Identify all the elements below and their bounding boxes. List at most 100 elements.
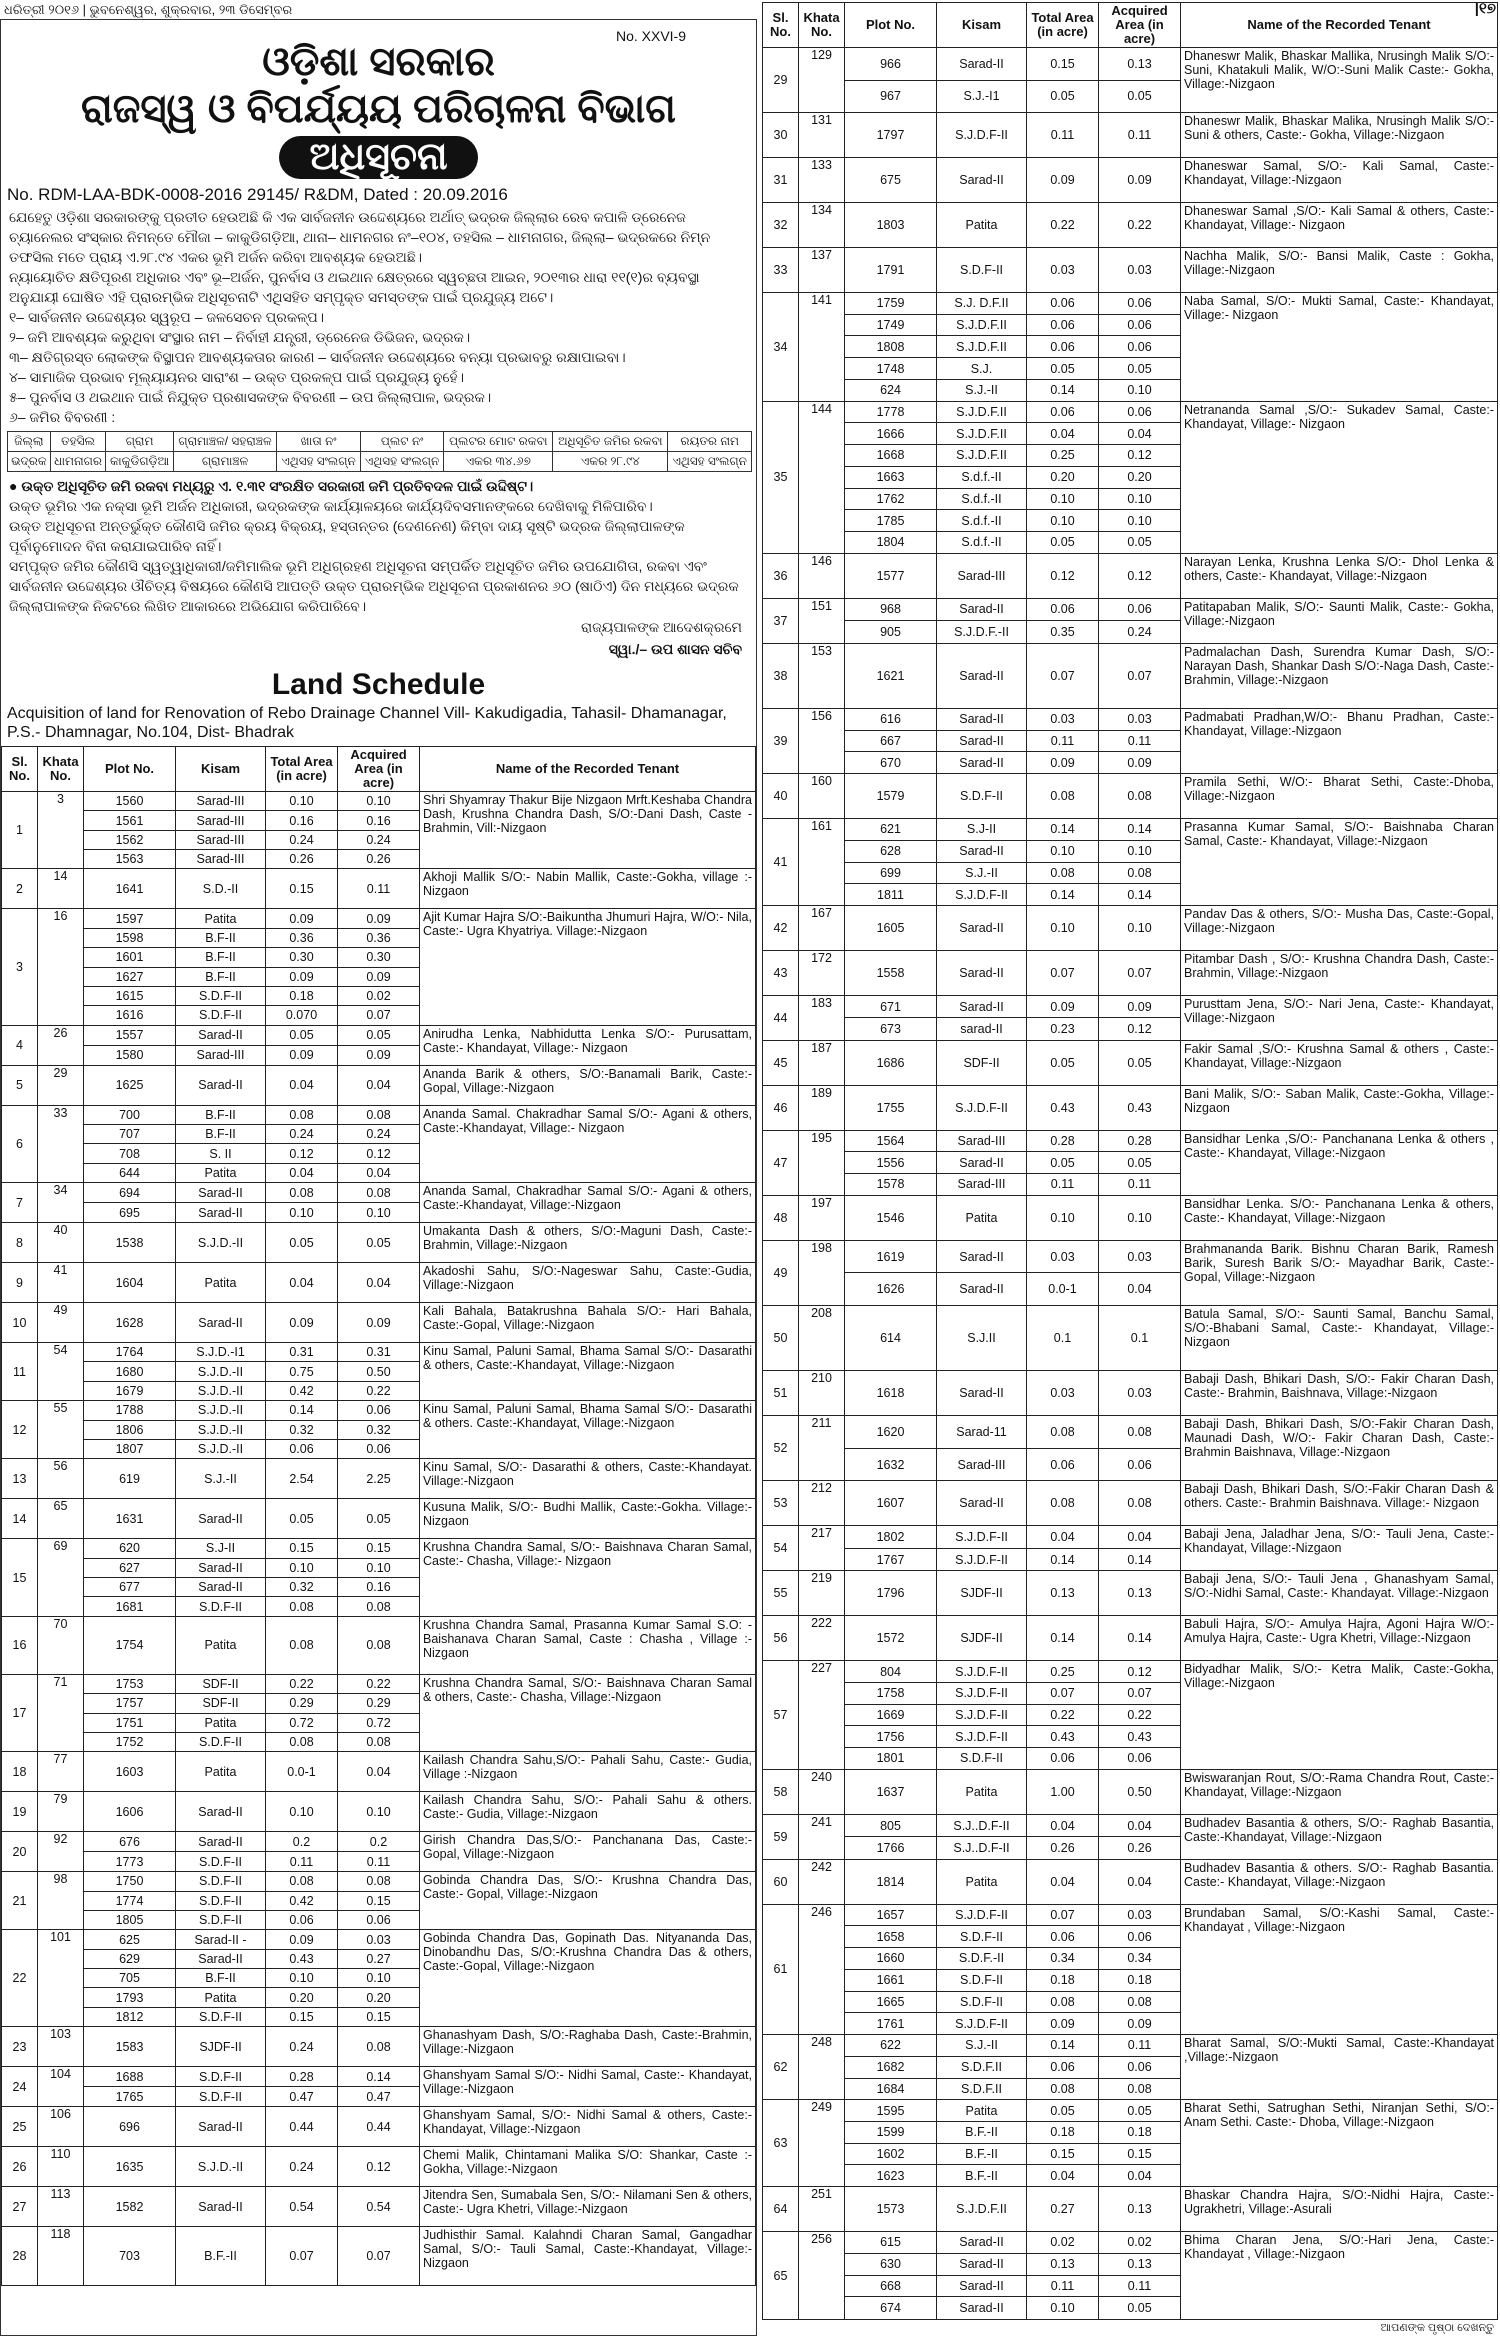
serial-number: 27 (1, 2186, 38, 2228)
kisam: Sarad-II (175, 1064, 266, 1106)
recorded-tenant: Bhaskar Chandra Hajra, S/O:-Nidhi Hajra,… (1180, 2186, 1498, 2233)
serial-number: 8 (1, 1222, 38, 1264)
plot-number: 1564 (844, 1129, 937, 1153)
table-row: 1623 B.F.-II 0.04 0.04 (763, 2164, 1498, 2188)
land-table-cell: ଧାମନାଗର (49, 451, 107, 472)
khata-number: 26 (37, 1024, 84, 1066)
land-table-cell: କାକୁଡିଗଡ଼ିଆ (105, 451, 174, 472)
plot-number: 1660 (844, 1947, 937, 1970)
plot-number: 1679 (83, 1380, 176, 1402)
acquired-area: 0.30 (337, 947, 420, 968)
total-area: 0.2 (265, 1831, 338, 1853)
serial-number: 40 (762, 773, 799, 820)
table-row: 670 Sarad-II 0.09 0.09 (763, 751, 1498, 775)
table-row: 48 197 1546 Patita 0.10 0.10 Bansidhar Lenka. … (762, 1194, 1498, 1241)
plot-number: 703 (83, 2226, 176, 2286)
kisam: S.D.F-II (175, 2086, 266, 2108)
total-area: 0.0-1 (265, 1751, 338, 1793)
table-row: 36 146 1577 Sarad-III 0.12 0.12 Narayan Lenka,… (762, 552, 1498, 599)
recorded-tenant: Shri Shyamray Thakur Bije Nizgaon Mrft.K… (419, 790, 756, 870)
serial-number: 58 (762, 1768, 799, 1815)
kisam: SJDF-II (175, 2026, 266, 2068)
table-row: 56 222 1572 SJDF-II 0.14 0.14 Babuli Hajra, S/… (762, 1615, 1498, 1662)
plot-number: 1621 (844, 642, 937, 709)
kisam: SDF-II (175, 1673, 266, 1695)
plot-number: 1562 (83, 829, 176, 851)
table-row: 13 56 619 S.J.-II 2.54 2.25 Kinu Samal, S/O:- … (1, 1458, 756, 1500)
table-row: 1811 S.J.D.F-II 0.14 0.14 (763, 883, 1498, 906)
recorded-tenant: Brundaban Samal, S/O:-Kashi Samal, Caste… (1180, 1903, 1498, 2036)
total-area: 0.09 (1026, 994, 1099, 1019)
table-row: 2 14 1641 S.D.-II 0.15 0.11 Akhoji Mallik S/O:… (1, 868, 756, 910)
plot-number: 1582 (83, 2186, 176, 2228)
acquired-area: 0.05 (337, 1498, 420, 1540)
acquired-area: 0.12 (337, 1143, 420, 1164)
table-row: 27 113 1582 Sarad-II 0.54 0.54 Jitendra Sen, S… (1, 2186, 756, 2228)
plot-number: 1632 (844, 1447, 937, 1482)
serial-number: 26 (1, 2146, 38, 2188)
kisam: S.D.F-II (936, 1968, 1027, 1992)
acquired-area: 0.05 (1098, 2296, 1181, 2320)
total-area: 0.14 (1026, 2034, 1099, 2057)
serial-number: 14 (1, 1498, 38, 1540)
column-header: Sl. No. (1, 746, 38, 792)
recorded-tenant: Kusuna Malik, S/O:- Budhi Mallik, Caste:… (419, 1498, 756, 1540)
recorded-tenant: Bansidhar Lenka. S/O:- Panchanana Lenka … (1180, 1194, 1498, 1241)
kisam: S.J-II (936, 818, 1027, 841)
table-row: 1561 Sarad-III 0.16 0.16 (2, 810, 756, 831)
land-table-header: ରୟତର ନାମ (667, 431, 752, 452)
kisam: S.J.D.F.II (936, 422, 1027, 446)
total-area: 0.06 (265, 1910, 338, 1931)
serial-number: 45 (762, 1039, 799, 1086)
table-row: 1806 S.J.D.-II 0.32 0.32 (2, 1419, 756, 1440)
table-row: 1680 S.J.D.-II 0.75 0.50 (2, 1361, 756, 1382)
khata-number: 208 (798, 1305, 845, 1372)
notice-paragraph: ଉକ୍ତ ଭୂମିର ଏକ ନକ୍ସା ଭୂମି ଅର୍ଜନ ଅଧିକାରୀ, … (9, 498, 653, 514)
acquired-area: 0.14 (1098, 1615, 1181, 1662)
schedule-title: Land Schedule (271, 668, 486, 701)
signature-line: ସ୍ୱା./– ଉପ ଶାସନ ସଚିବ (608, 641, 742, 657)
table-row: 54 217 1802 S.J.D.F-II 0.04 0.04 Babaji Jena, … (762, 1525, 1498, 1572)
kisam: Sarad-II (936, 707, 1027, 731)
acquired-area: 0.12 (1098, 1017, 1181, 1041)
acquired-area: 0.26 (1098, 1836, 1181, 1860)
acquired-area: 0.06 (337, 1438, 420, 1460)
recorded-tenant: Ajit Kumar Hajra S/O:-Baikuntha Jhumuri … (419, 908, 756, 1026)
total-area: 0.14 (1026, 883, 1099, 906)
serial-number: 61 (762, 1903, 799, 2036)
acquired-area: 0.06 (1098, 2055, 1181, 2079)
plot-number: 1806 (83, 1419, 176, 1440)
kisam: Patita (936, 2099, 1027, 2122)
plot-number: 1791 (844, 247, 937, 293)
column-header: Sl. No. (762, 2, 799, 48)
recorded-tenant: Kinu Samal, Paluni Samal, Bhama Samal S/… (419, 1400, 756, 1460)
serial-number: 51 (762, 1370, 799, 1417)
kisam: S.J.D.F-II (936, 1903, 1027, 1927)
total-area: 0.05 (265, 1498, 338, 1540)
serial-number: 54 (762, 1525, 799, 1572)
kisam: S.J..D.F-II (936, 1836, 1027, 1860)
plot-number: 1618 (844, 1370, 937, 1417)
kisam: S.d.f.-II (936, 465, 1027, 489)
plot-number: 1749 (844, 313, 937, 337)
recorded-tenant: Gobinda Chandra Das, Gopinath Das. Nitya… (419, 1929, 756, 2028)
total-area: 0.26 (265, 849, 338, 870)
total-area: 0.36 (265, 927, 338, 949)
plot-number: 622 (844, 2034, 937, 2057)
land-table-cell: ଗ୍ରାମାଞ୍ଚଳ (172, 451, 278, 472)
acquired-area: 0.15 (337, 1538, 420, 1559)
acquired-area: 0.04 (1098, 1272, 1181, 1307)
kisam: Sarad-II (936, 47, 1027, 81)
plot-number: 1573 (844, 2186, 937, 2233)
table-row: 51 210 1618 Sarad-II 0.03 0.03 Babaji Dash, Bh… (762, 1370, 1498, 1417)
plot-number: 1766 (844, 1836, 937, 1860)
table-row: 15 69 620 S.J-II 0.15 0.15 Krushna Chandra Sam… (1, 1538, 756, 1617)
plot-number: 1627 (83, 966, 176, 987)
table-row: 7 34 694 Sarad-II 0.08 0.08 Ananda Samal, Chak… (1, 1182, 756, 1224)
table-row: 1661 S.D.F-II 0.18 0.18 (763, 1968, 1498, 1992)
plot-number: 805 (844, 1813, 937, 1838)
khata-number: 211 (798, 1415, 845, 1482)
reference-number: No. RDM-LAA-BDK-0008-2016 29145/ R&DM, D… (7, 185, 508, 204)
serial-number: 57 (762, 1660, 799, 1770)
table-row: 707 B.F-II 0.24 0.24 (2, 1123, 756, 1145)
